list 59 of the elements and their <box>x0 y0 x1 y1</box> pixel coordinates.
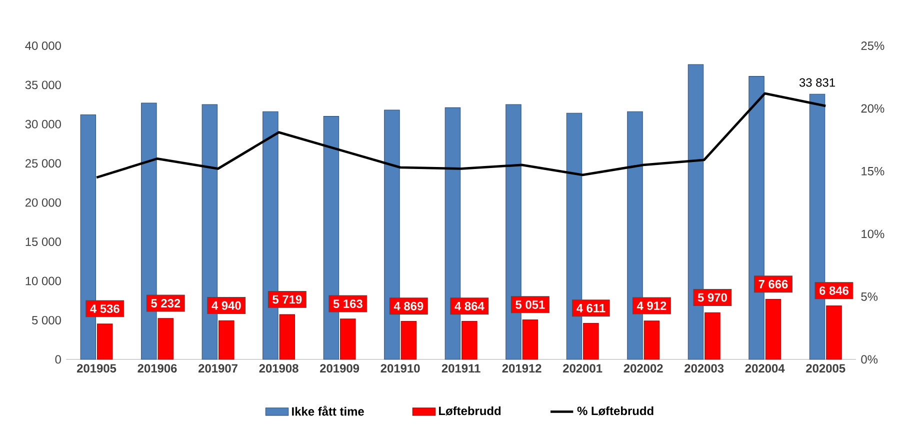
y2-tick-label: 15% <box>862 166 884 176</box>
bar <box>97 324 113 360</box>
x-tick-label: 202004 <box>745 364 785 373</box>
y2-tick-label: 10% <box>862 230 884 238</box>
y2-tick-label: 0% <box>861 355 878 364</box>
y-tick-label: 25 000 <box>25 159 61 168</box>
x-tick-label: 201912 <box>502 364 542 373</box>
legend-label: Løftebrudd <box>439 406 501 416</box>
bar <box>462 320 478 360</box>
y2-tick-label: 5% <box>861 292 878 301</box>
data-label: 5 051 <box>516 300 545 309</box>
x-tick-label: 202002 <box>624 364 663 373</box>
data-label: 5 232 <box>151 298 180 308</box>
y-tick-label: 35 000 <box>25 80 61 90</box>
x-tick-label: 201905 <box>76 364 116 373</box>
legend-label: Ikke fått time <box>292 406 364 416</box>
bar <box>279 314 296 360</box>
x-tick-label: 201908 <box>259 364 298 373</box>
x-tick-label: 201909 <box>320 364 360 373</box>
x-tick-label: 202005 <box>806 364 846 373</box>
y-tick-label: 30 000 <box>25 120 61 128</box>
y-tick-label: 0 <box>55 355 61 364</box>
y-tick-label: 10 000 <box>26 276 61 286</box>
data-label: 4 940 <box>212 301 241 310</box>
data-label: 5 719 <box>272 295 302 304</box>
x-tick-label: 202001 <box>563 364 602 373</box>
x-tick-label: 201910 <box>380 364 420 373</box>
bar <box>704 312 720 360</box>
line-series <box>95 92 827 179</box>
y2-tick-label: 20% <box>861 104 884 113</box>
y-tick-label: 40 000 <box>25 41 61 50</box>
data-label: 4 912 <box>636 301 666 310</box>
x-tick-label: 201911 <box>442 364 480 373</box>
bar <box>826 305 842 360</box>
data-label: 4 864 <box>454 302 484 310</box>
x-tick-label: 202003 <box>684 364 724 373</box>
bar <box>158 318 174 360</box>
y-tick-label: 20 000 <box>25 198 61 207</box>
data-label: 4 536 <box>90 304 120 313</box>
y-tick-label: 15 000 <box>26 237 61 246</box>
bar <box>522 319 538 360</box>
y2-tick-label: 25% <box>861 41 884 50</box>
y-tick-label: 5 000 <box>32 316 61 324</box>
bar <box>583 322 599 360</box>
bar <box>644 320 660 360</box>
bar <box>340 318 356 360</box>
data-label: 4 611 <box>576 304 606 312</box>
bar <box>765 298 782 360</box>
legend-label: % Løftebrudd <box>577 406 654 416</box>
bar <box>218 320 234 360</box>
data-label: 6 846 <box>819 286 848 295</box>
bar <box>400 320 417 360</box>
x-tick-label: 201907 <box>198 364 238 373</box>
data-label: 4 869 <box>394 302 424 310</box>
data-label: 5 163 <box>333 299 362 308</box>
data-label: 5 970 <box>698 293 727 302</box>
data-label: 7 666 <box>758 280 788 288</box>
data-label: 33 831 <box>799 78 835 87</box>
x-tick-label: 201906 <box>138 364 177 373</box>
